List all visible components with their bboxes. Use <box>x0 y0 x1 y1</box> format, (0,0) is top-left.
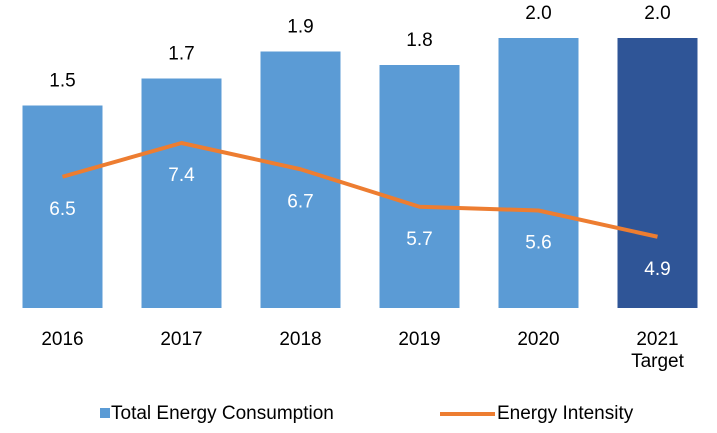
x-tick-label: 2021 Target <box>631 329 684 372</box>
line-value-label: 5.7 <box>406 229 432 250</box>
legend-label: Energy Intensity <box>497 403 634 424</box>
bar-value-label: 2.0 <box>644 3 670 24</box>
bar <box>379 65 460 308</box>
bar-value-label: 1.8 <box>406 30 432 51</box>
bar-value-label: 2.0 <box>525 3 551 24</box>
bar <box>617 38 698 308</box>
bar-value-label: 1.5 <box>49 71 75 92</box>
bar-value-label: 1.9 <box>287 17 313 38</box>
line <box>61 141 658 239</box>
bar-value-label: 1.7 <box>168 44 194 65</box>
line-value-label: 7.4 <box>168 165 195 186</box>
line-value-label: 6.7 <box>287 191 313 212</box>
x-tick-label: 2019 <box>398 329 441 350</box>
x-tick-label: 2020 <box>517 329 560 350</box>
x-tick-label: 2016 <box>41 329 84 350</box>
line-value-label: 6.5 <box>49 199 75 220</box>
legend-swatch <box>100 408 110 418</box>
line-value-label: 5.6 <box>525 233 551 254</box>
x-tick-label: 2017 <box>160 329 203 350</box>
bar <box>498 38 579 308</box>
bar <box>141 78 222 308</box>
bar <box>22 105 103 308</box>
legend-label: Total Energy Consumption <box>111 403 334 424</box>
x-tick-label: 2018 <box>279 329 322 350</box>
line-value-label: 4.9 <box>644 259 670 280</box>
